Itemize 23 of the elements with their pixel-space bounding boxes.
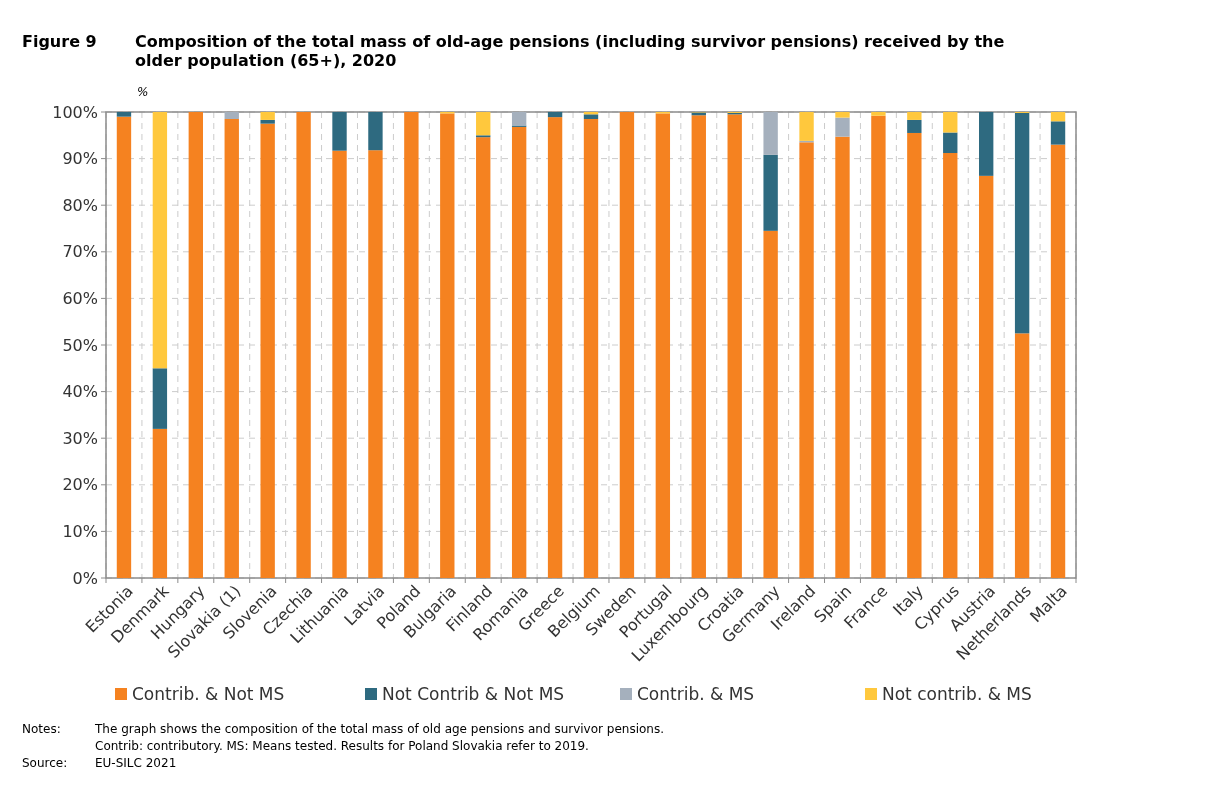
y-tick-label: 50% xyxy=(62,335,98,355)
y-axis-title: % xyxy=(137,85,149,99)
y-tick-label: 100% xyxy=(52,102,98,122)
text: EU-SILC 2021 xyxy=(95,756,177,770)
chart-title: Composition of the total mass of old-age pensions (including survivor pensions) received by the older population (65+), 2020 xyxy=(135,32,1005,70)
y-tick-label: 10% xyxy=(62,522,98,541)
source-note: Source: xyxy=(22,756,68,770)
y-tick-label: 70% xyxy=(62,242,98,262)
legend-label: Not Contrib & Not MS xyxy=(382,683,565,704)
text: The graph shows the composition of the total mass of old age pensions and survivor pensions. xyxy=(94,722,665,736)
legend-label: Contrib. & MS xyxy=(637,683,755,704)
y-tick-label: 90% xyxy=(62,149,98,169)
text: Notes: xyxy=(22,722,61,736)
y-tick-label: 60% xyxy=(62,289,98,308)
legend-label: Not contrib. & MS xyxy=(882,683,1032,704)
y-tick-label: 20% xyxy=(62,475,98,495)
y-tick-label: 30% xyxy=(62,428,98,448)
y-tick-label: 0% xyxy=(72,568,98,588)
caption: Figure 9 xyxy=(22,32,97,51)
y-tick-label: 80% xyxy=(62,195,98,215)
legend-label: Contrib. & Not MS xyxy=(132,683,285,704)
text: Contrib: contributory. MS: Means tested. Results for Poland Slovakia refer to 2019. xyxy=(95,739,589,753)
y-tick-label: 40% xyxy=(62,382,98,402)
